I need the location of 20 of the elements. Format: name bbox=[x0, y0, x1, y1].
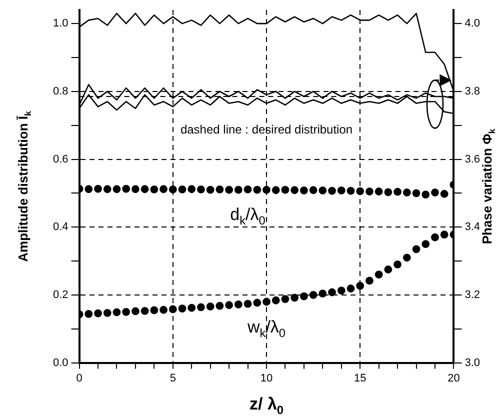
x-tick-label: 0 bbox=[76, 372, 82, 384]
x-tick-label: 10 bbox=[260, 372, 273, 384]
y2-tick-label: 3.4 bbox=[464, 221, 480, 234]
y2-tick-label: 3.6 bbox=[464, 153, 480, 166]
y-tick-label: 0.0 bbox=[52, 356, 68, 369]
y2-axis-title: Phase variation Φk bbox=[480, 128, 498, 244]
x-tick-label: 5 bbox=[170, 372, 176, 384]
y-axis-title: Amplitude distribution Īk bbox=[16, 110, 34, 262]
y-tick-label: 0.4 bbox=[52, 221, 68, 234]
y-tick-label: 0.8 bbox=[52, 85, 68, 98]
y2-tick-label: 3.8 bbox=[464, 85, 480, 98]
x-tick-label: 15 bbox=[354, 372, 366, 384]
y-tick-label: 0.6 bbox=[52, 153, 68, 166]
y-tick-label: 1.0 bbox=[52, 18, 68, 30]
annotation: dashed line : desired distribution bbox=[180, 122, 353, 136]
y2-tick-label: 4.0 bbox=[464, 18, 480, 30]
y2-tick-label: 3.2 bbox=[464, 288, 480, 301]
y2-tick-label: 3.0 bbox=[464, 356, 480, 369]
x-tick-label: 20 bbox=[448, 372, 460, 384]
y-tick-label: 0.2 bbox=[52, 288, 68, 301]
